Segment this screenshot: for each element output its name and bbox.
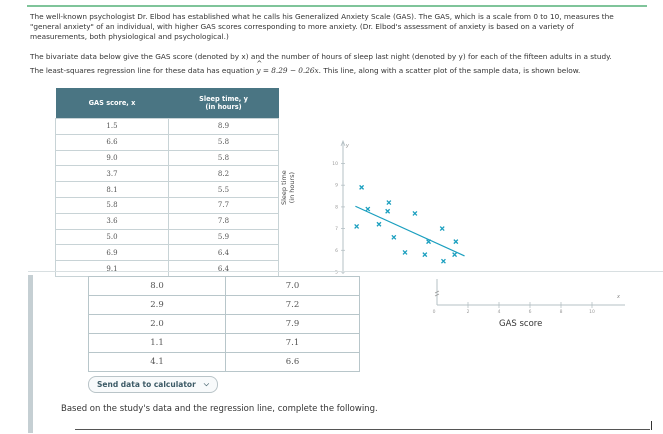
data-point-marker [391, 234, 397, 240]
header-gas-score: GAS score, x [55, 88, 169, 119]
cell-sleep-time: 7.2 [225, 295, 360, 315]
data-point-marker [376, 221, 382, 227]
y-axis-arrow-icon [340, 139, 346, 147]
data-table: GAS score, x Sleep time, y (in hours) 1.5… [55, 88, 279, 277]
x-tick-label: 4 [498, 309, 501, 315]
chevron-down-icon: ⌵ [203, 380, 210, 388]
data-point-marker [439, 226, 445, 232]
table-header-row: GAS score, x Sleep time, y (in hours) [55, 88, 279, 119]
table-row: 2.0 7.9 [88, 314, 360, 334]
y-hat: y [256, 59, 262, 76]
y-axis-label: Sleep time (in hours) [280, 170, 296, 205]
intro-paragraph-1: The well-known psychologist Dr. Elbod ha… [30, 12, 614, 42]
data-point-marker [412, 210, 418, 216]
table-row: 6.9 6.4 [55, 244, 279, 262]
cell-sleep-time: 6.4 [168, 260, 279, 277]
cell-gas-score: 9.1 [55, 260, 169, 277]
y-tick-label: 7 [335, 226, 338, 232]
data-point-marker [440, 258, 446, 264]
intro-line: measurements, both physiological and psy… [30, 32, 229, 41]
intro-paragraph-2: The bivariate data below give the GAS sc… [30, 52, 612, 61]
cell-gas-score: 1.1 [88, 333, 226, 353]
regression-line [355, 205, 465, 257]
answer-area[interactable] [75, 429, 650, 434]
send-data-to-calculator-button[interactable]: Send data to calculator ⌵ [88, 376, 219, 393]
data-point-marker [385, 208, 391, 214]
data-point-marker [365, 206, 371, 212]
table-row: 8.0 7.0 [88, 276, 360, 296]
y-axis-symbol: y [345, 143, 350, 149]
cell-sleep-time: 6.6 [225, 352, 360, 372]
table-row: 5.8 7.7 [55, 196, 279, 214]
x-tick-label: 2 [467, 309, 470, 315]
table-row: 2.9 7.2 [88, 295, 360, 315]
table-row: 3.6 7.8 [55, 212, 279, 230]
section-divider [28, 271, 663, 272]
axis-break-icon [434, 290, 440, 297]
y-tick-label: 6 [335, 248, 338, 254]
cell-gas-score: 2.9 [88, 295, 226, 315]
data-point-marker [453, 239, 459, 245]
cell-sleep-time: 7.1 [225, 333, 360, 353]
equation-prefix: The least-squares regression line for th… [30, 66, 255, 75]
data-point-marker [422, 252, 428, 258]
data-point-marker [452, 252, 458, 258]
y-tick-label: 5 [335, 270, 338, 276]
answer-area-edge [651, 421, 652, 430]
x-tick-label: 10 [589, 309, 595, 315]
data-table-continued: 8.0 7.0 2.9 7.2 2.0 7.9 1.1 7.1 4.1 6.6 [88, 276, 360, 372]
equation-rhs: = 8.29 − 0.26x. [262, 66, 321, 75]
cell-gas-score: 2.0 [88, 314, 226, 334]
data-point-marker [402, 250, 408, 255]
x-axis-symbol: x [616, 294, 620, 300]
x-tick-label: 0 [433, 309, 436, 315]
table-row: 4.1 6.6 [88, 352, 360, 372]
cell-sleep-time: 7.0 [225, 276, 360, 296]
send-button-label: Send data to calculator [97, 380, 196, 389]
intro-line: "general anxiety" of an individual, with… [30, 22, 574, 31]
data-point-marker [426, 239, 432, 245]
y-tick-label: 10 [332, 161, 338, 167]
equation-suffix: This line, along with a scatter plot of … [323, 66, 581, 75]
left-sidebar-bar [28, 275, 33, 433]
x-tick-label: 6 [529, 309, 532, 315]
y-tick-label: 9 [335, 183, 338, 189]
top-divider [27, 5, 647, 7]
intro-paragraph-3: The least-squares regression line for th… [30, 59, 581, 76]
data-point-marker [354, 223, 360, 229]
table-row: 9.1 6.4 [55, 260, 279, 277]
x-axis-label: GAS score [499, 319, 543, 329]
cell-gas-score: 4.1 [88, 352, 226, 372]
data-point-marker [386, 200, 392, 206]
table-row: 1.1 7.1 [88, 333, 360, 353]
data-point-marker [359, 184, 365, 190]
y-tick-label: 8 [335, 204, 338, 210]
intro-line: The well-known psychologist Dr. Elbod ha… [30, 12, 614, 21]
question-prompt: Based on the study's data and the regres… [61, 404, 378, 414]
x-tick-label: 8 [560, 309, 563, 315]
cell-gas-score: 8.0 [88, 276, 226, 296]
table-row: 3.7 8.2 [55, 165, 279, 183]
regression-equation: y = 8.29 − 0.26x. [256, 59, 321, 76]
cell-sleep-time: 7.9 [225, 314, 360, 334]
header-sleep-time: Sleep time, y (in hours) [168, 88, 279, 119]
